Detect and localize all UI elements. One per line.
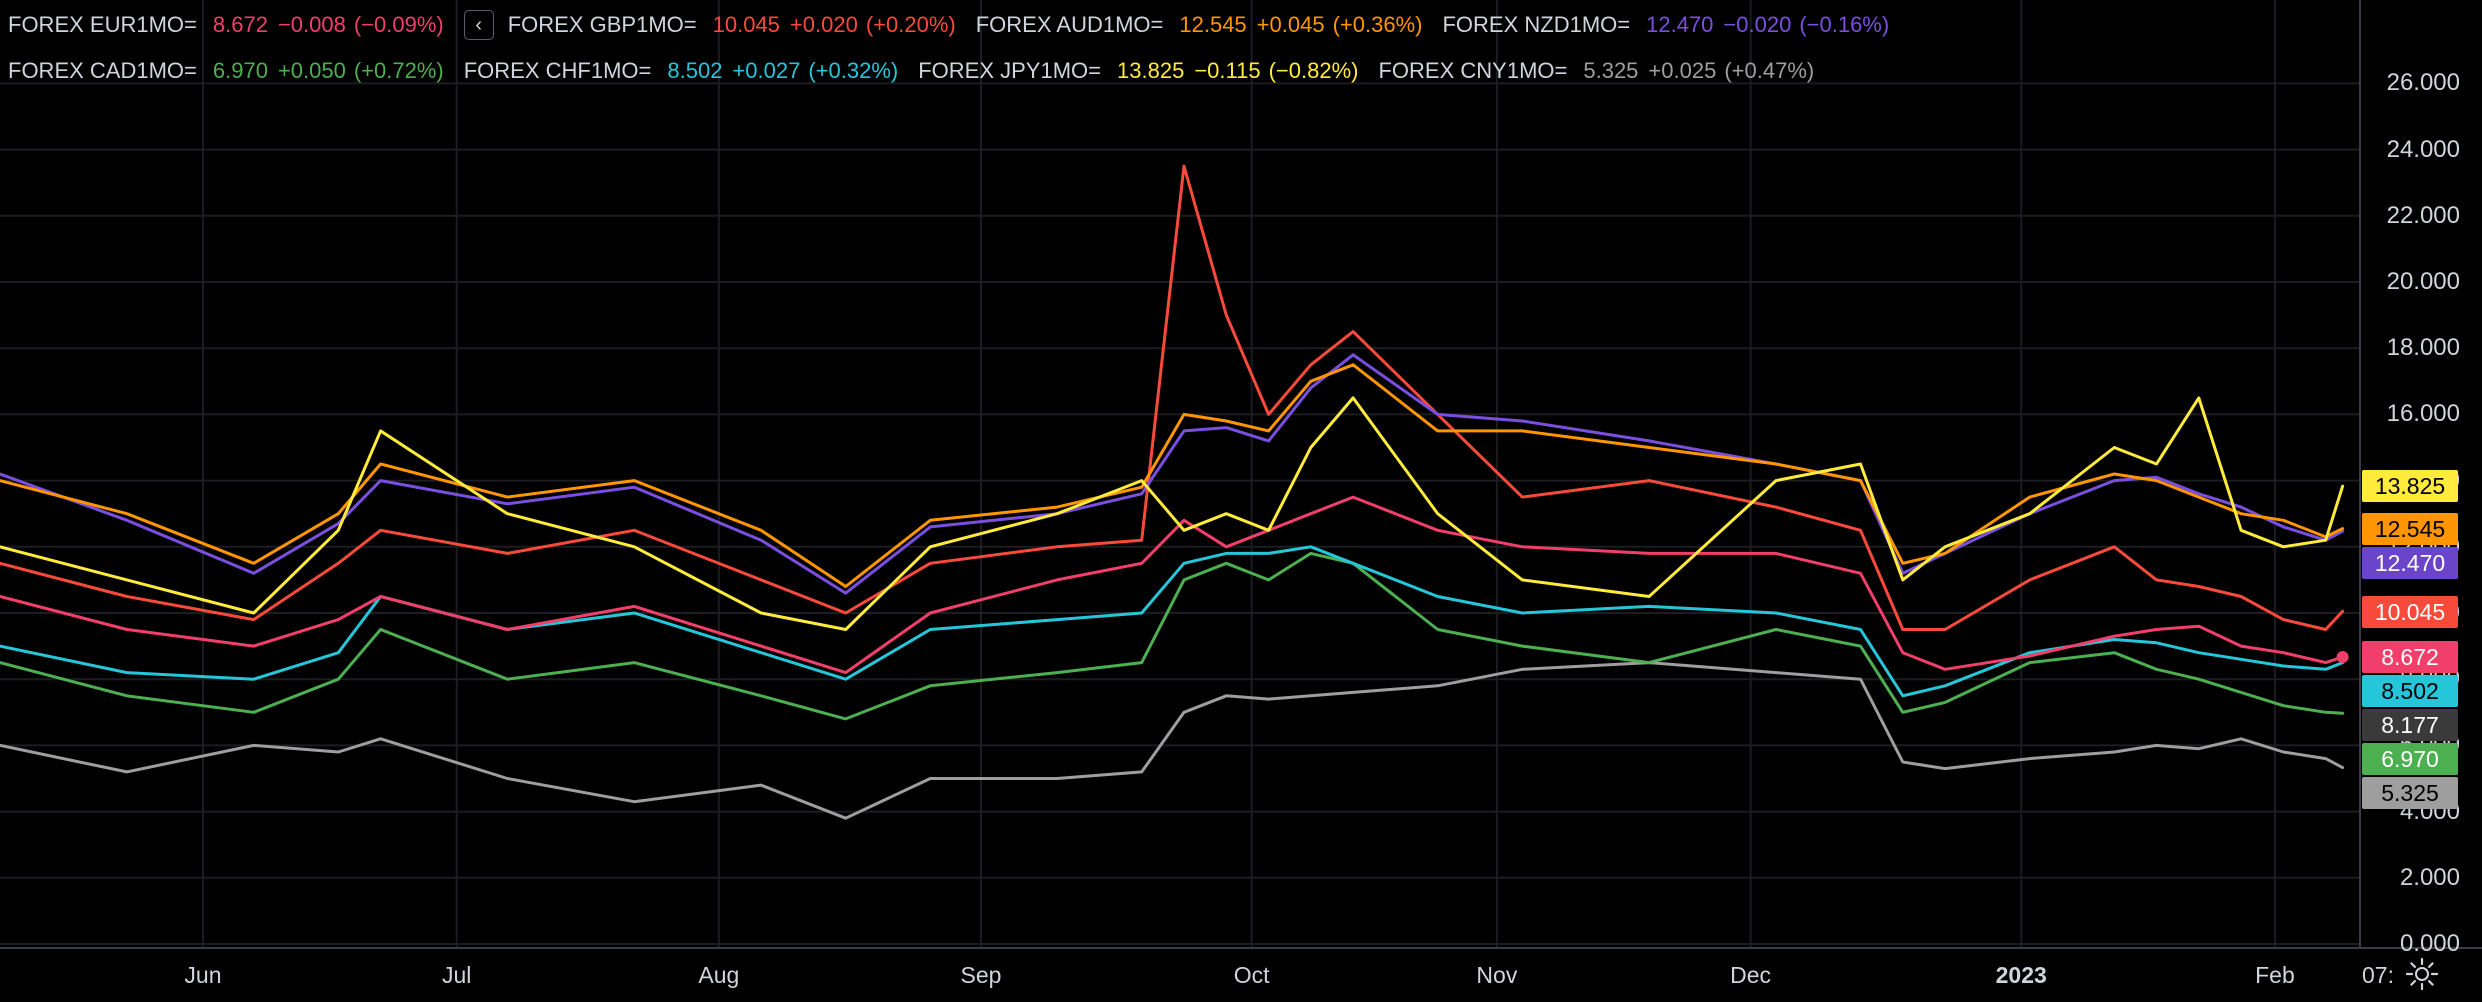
last-price-tag: 12.545: [2362, 512, 2458, 545]
x-tick-label: Jul: [441, 962, 472, 988]
legend-last: 10.045: [712, 12, 780, 37]
x-tick-label: Jun: [184, 962, 222, 988]
y-tick-label: 2.000: [2399, 863, 2460, 891]
legend-change: −0.008: [277, 12, 346, 37]
last-price-tag: 8.672: [2362, 640, 2458, 673]
last-price-tag: 13.825: [2362, 470, 2458, 503]
gear-icon[interactable]: [2404, 956, 2440, 992]
legend-pct: (−0.16%): [1799, 12, 1890, 37]
legend-symbol: FOREX JPY1MO=: [918, 58, 1102, 83]
chevron-left-icon[interactable]: ‹: [463, 10, 494, 40]
last-price-tag: 6.970: [2362, 742, 2458, 775]
legend-symbol: FOREX AUD1MO=: [975, 12, 1164, 37]
legend-pct: (+0.36%): [1332, 12, 1423, 37]
legend-pct: (+0.72%): [353, 58, 444, 83]
y-tick-label: 22.000: [2386, 201, 2460, 229]
legend-item[interactable]: FOREX AUD1MO= 12.545 +0.045 (+0.36%): [976, 12, 1423, 38]
legend-symbol: FOREX EUR1MO=: [8, 12, 197, 37]
legend-last: 8.672: [212, 12, 268, 37]
legend-row-1: FOREX EUR1MO= 8.672 −0.008 (−0.09%) ‹ FOREX G…: [8, 10, 1909, 40]
legend-pct: (−0.82%): [1268, 58, 1359, 83]
x-tick-label: Aug: [698, 962, 740, 988]
y-tick-label: 18.000: [2386, 334, 2460, 362]
legend-symbol: FOREX NZD1MO=: [1442, 12, 1631, 37]
legend-change: +0.020: [789, 12, 858, 37]
last-price-tag: 5.325: [2362, 776, 2458, 809]
legend-item[interactable]: FOREX JPY1MO= 13.825 −0.115 (−0.82%): [918, 58, 1358, 84]
x-tick-label: Dec: [1730, 962, 1772, 988]
legend-last: 6.970: [212, 58, 268, 83]
time-axis-clipped-label: 07:: [2362, 962, 2394, 988]
legend-last: 12.545: [1179, 12, 1247, 37]
legend-last: 5.325: [1583, 58, 1639, 83]
series-line-forex-cad1mo: [0, 551, 2345, 721]
last-price-tag: 8.177: [2362, 708, 2458, 741]
y-tick-label: 20.000: [2386, 268, 2460, 295]
y-tick-label: 16.000: [2386, 400, 2460, 428]
legend-change: −0.115: [1194, 58, 1261, 83]
legend-item[interactable]: FOREX NZD1MO= 12.470 −0.020 (−0.16%): [1442, 12, 1889, 38]
last-price-tag: 12.470: [2362, 546, 2458, 579]
legend-last: 12.470: [1646, 12, 1714, 37]
legend-symbol: FOREX GBP1MO=: [507, 12, 697, 37]
x-tick-label: Nov: [1476, 962, 1518, 988]
legend-pct: (+0.47%): [1724, 58, 1815, 83]
series-line-forex-chf1mo: [0, 545, 2345, 698]
series-line-forex-nzd1mo: [0, 353, 2345, 595]
series-line-forex-cny1mo: [0, 661, 2345, 820]
x-tick-label: Feb: [2255, 962, 2295, 988]
legend-last: 13.825: [1117, 58, 1185, 83]
legend-item[interactable]: FOREX GBP1MO= 10.045 +0.020 (+0.20%): [508, 12, 956, 38]
grid-layer: [0, 0, 2360, 948]
legend-item[interactable]: FOREX CNY1MO= 5.325 +0.025 (+0.47%): [1378, 58, 1814, 84]
y-tick-label: 0.000: [2399, 930, 2460, 957]
legend-pct: (+0.32%): [808, 58, 899, 83]
series-line-forex-eur1mo: [0, 495, 2345, 675]
legend-symbol: FOREX CNY1MO=: [1378, 58, 1568, 83]
last-price-tag: 8.502: [2362, 674, 2458, 707]
x-tick-label: 2023: [1995, 962, 2047, 988]
axis-lines: [0, 0, 2482, 949]
legend-row-2: FOREX CAD1MO= 6.970 +0.050 (+0.72%) FOREX CH…: [8, 56, 1834, 86]
x-tick-label: Sep: [960, 962, 1002, 988]
legend-pct: (−0.09%): [353, 12, 444, 37]
series-line-forex-jpy1mo: [0, 396, 2345, 631]
series-line-forex-aud1mo: [0, 363, 2345, 588]
time-axis[interactable]: Jun Jul Aug Sep Oct Nov Dec 2023 Feb: [0, 948, 2360, 1002]
legend-last: 8.502: [667, 58, 723, 83]
last-price-tag: 10.045: [2362, 595, 2458, 628]
y-tick-label: 26.000: [2386, 69, 2460, 97]
legend-item[interactable]: FOREX CAD1MO= 6.970 +0.050 (+0.72%): [8, 58, 444, 84]
legend-symbol: FOREX CHF1MO=: [463, 58, 652, 83]
legend-change: −0.020: [1723, 12, 1792, 37]
series-line-forex-gbp1mo: [0, 164, 2345, 631]
y-tick-label: 24.000: [2386, 135, 2460, 163]
legend-item[interactable]: FOREX CHF1MO= 8.502 +0.027 (+0.32%): [464, 58, 899, 84]
legend-change: +0.025: [1648, 58, 1717, 83]
legend-item[interactable]: FOREX EUR1MO= 8.672 −0.008 (−0.09%): [8, 12, 444, 38]
legend-change: +0.027: [732, 58, 801, 83]
legend-symbol: FOREX CAD1MO=: [8, 58, 197, 83]
legend-change: +0.045: [1256, 12, 1325, 37]
x-tick-label: Oct: [1233, 962, 1270, 988]
series-end-marker: [2336, 651, 2349, 664]
legend-change: +0.050: [277, 58, 346, 83]
series-layer: [0, 164, 2349, 820]
legend-pct: (+0.20%): [865, 12, 956, 37]
